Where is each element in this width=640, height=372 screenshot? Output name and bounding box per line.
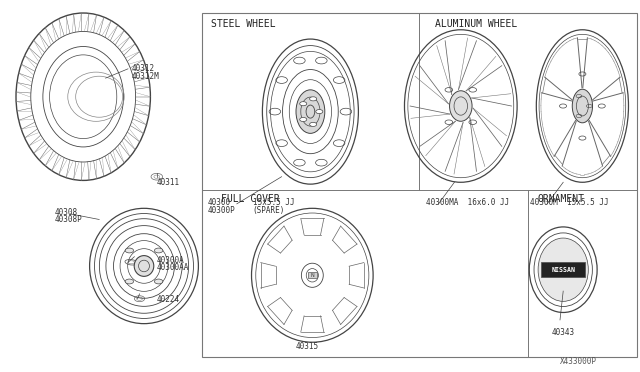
Ellipse shape xyxy=(572,89,593,123)
Ellipse shape xyxy=(300,118,307,122)
Text: STEEL WHEEL: STEEL WHEEL xyxy=(211,19,276,29)
Text: 40311: 40311 xyxy=(157,178,180,187)
Ellipse shape xyxy=(125,279,134,284)
Text: NISSAN: NISSAN xyxy=(551,267,575,273)
Ellipse shape xyxy=(125,248,134,253)
Text: 15x5.5 JJ: 15x5.5 JJ xyxy=(253,198,294,207)
Text: 40300P: 40300P xyxy=(208,206,236,215)
Text: N: N xyxy=(310,273,314,278)
Text: 40343: 40343 xyxy=(552,328,575,337)
Text: FULL COVER: FULL COVER xyxy=(221,194,280,204)
Text: ALUMINUM WHEEL: ALUMINUM WHEEL xyxy=(435,19,518,29)
Text: 40300AA: 40300AA xyxy=(157,263,189,272)
Ellipse shape xyxy=(316,109,323,114)
Text: X433000P: X433000P xyxy=(560,357,597,366)
Text: ORNAMENT: ORNAMENT xyxy=(538,194,584,204)
Ellipse shape xyxy=(300,102,307,106)
Text: 40300: 40300 xyxy=(208,198,231,207)
Bar xyxy=(202,13,637,357)
Text: 40315: 40315 xyxy=(296,342,319,351)
Text: 40312: 40312 xyxy=(131,64,154,73)
Ellipse shape xyxy=(134,256,154,276)
Text: 40312M: 40312M xyxy=(131,72,159,81)
Ellipse shape xyxy=(154,279,163,284)
Ellipse shape xyxy=(310,97,317,101)
Text: 40308: 40308 xyxy=(54,208,77,217)
Ellipse shape xyxy=(449,91,472,121)
Ellipse shape xyxy=(538,238,588,301)
FancyBboxPatch shape xyxy=(308,272,317,278)
Ellipse shape xyxy=(154,248,163,253)
FancyBboxPatch shape xyxy=(541,262,585,278)
Text: 40300A: 40300A xyxy=(157,256,184,265)
Text: (SPARE): (SPARE) xyxy=(253,206,285,215)
Text: 40308P: 40308P xyxy=(54,215,82,224)
Text: 40300MA  16x6.0 JJ: 40300MA 16x6.0 JJ xyxy=(426,198,509,207)
Ellipse shape xyxy=(296,90,324,134)
Text: 40300M  15x5.5 JJ: 40300M 15x5.5 JJ xyxy=(530,198,609,207)
Text: 40224: 40224 xyxy=(157,295,180,304)
Ellipse shape xyxy=(310,122,317,126)
